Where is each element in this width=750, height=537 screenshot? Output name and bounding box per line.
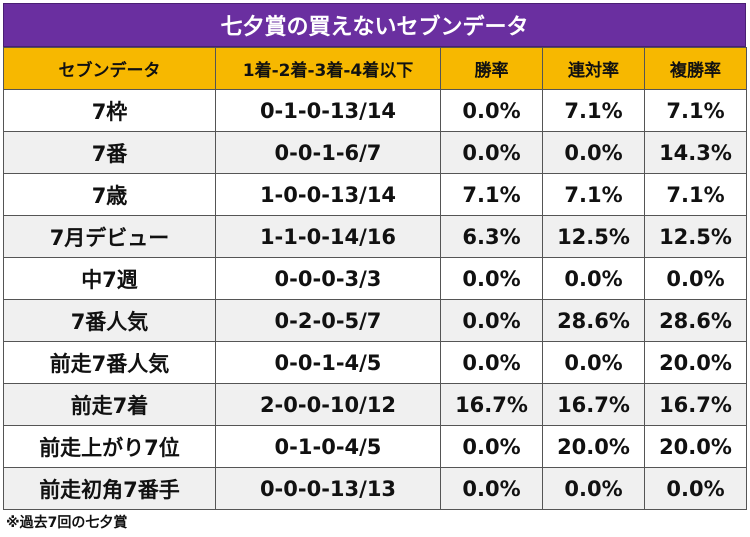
table-row: 前走初角7番手 0-0-0-13/13 0.0% 0.0% 0.0% <box>3 467 747 510</box>
cell-condition: 前走初角7番手 <box>3 467 216 510</box>
cell-top3-rate: 12.5% <box>644 215 747 258</box>
header-row: セブンデータ 1着-2着-3着-4着以下 勝率 連対率 複勝率 <box>3 47 747 90</box>
cell-win-rate: 7.1% <box>440 173 543 216</box>
cell-win-rate: 0.0% <box>440 89 543 132</box>
cell-win-rate: 6.3% <box>440 215 543 258</box>
table-row: 7月デビュー 1-1-0-14/16 6.3% 12.5% 12.5% <box>3 215 747 258</box>
cell-results: 0-0-0-13/13 <box>215 467 441 510</box>
cell-top2-rate: 0.0% <box>542 131 645 174</box>
cell-condition: 7歳 <box>3 173 216 216</box>
table-row: 7番人気 0-2-0-5/7 0.0% 28.6% 28.6% <box>3 299 747 342</box>
cell-top3-rate: 20.0% <box>644 425 747 468</box>
cell-condition: 前走7番人気 <box>3 341 216 384</box>
cell-results: 2-0-0-10/12 <box>215 383 441 426</box>
header-top3-rate: 複勝率 <box>644 47 747 90</box>
header-seven-data: セブンデータ <box>3 47 216 90</box>
cell-condition: 7番人気 <box>3 299 216 342</box>
cell-win-rate: 0.0% <box>440 257 543 300</box>
table-row: 前走7着 2-0-0-10/12 16.7% 16.7% 16.7% <box>3 383 747 426</box>
data-table-container: 七夕賞の買えないセブンデータ セブンデータ 1着-2着-3着-4着以下 勝率 連… <box>3 3 747 510</box>
cell-top2-rate: 16.7% <box>542 383 645 426</box>
table-title: 七夕賞の買えないセブンデータ <box>3 3 746 47</box>
seven-data-table: セブンデータ 1着-2着-3着-4着以下 勝率 連対率 複勝率 7枠 0-1-0… <box>3 47 747 510</box>
cell-top2-rate: 20.0% <box>542 425 645 468</box>
cell-condition: 前走上がり7位 <box>3 425 216 468</box>
cell-top3-rate: 7.1% <box>644 89 747 132</box>
cell-condition: 前走7着 <box>3 383 216 426</box>
cell-results: 0-0-1-4/5 <box>215 341 441 384</box>
cell-top2-rate: 7.1% <box>542 89 645 132</box>
cell-condition: 7月デビュー <box>3 215 216 258</box>
cell-top2-rate: 7.1% <box>542 173 645 216</box>
cell-win-rate: 16.7% <box>440 383 543 426</box>
table-row: 前走7番人気 0-0-1-4/5 0.0% 0.0% 20.0% <box>3 341 747 384</box>
cell-win-rate: 0.0% <box>440 299 543 342</box>
cell-top2-rate: 12.5% <box>542 215 645 258</box>
cell-condition: 中7週 <box>3 257 216 300</box>
cell-win-rate: 0.0% <box>440 425 543 468</box>
cell-win-rate: 0.0% <box>440 341 543 384</box>
header-results: 1着-2着-3着-4着以下 <box>215 47 441 90</box>
table-row: 中7週 0-0-0-3/3 0.0% 0.0% 0.0% <box>3 257 747 300</box>
table-row: 前走上がり7位 0-1-0-4/5 0.0% 20.0% 20.0% <box>3 425 747 468</box>
cell-results: 0-2-0-5/7 <box>215 299 441 342</box>
cell-top2-rate: 0.0% <box>542 257 645 300</box>
footnote: ※過去7回の七夕賞 <box>6 515 128 531</box>
cell-condition: 7番 <box>3 131 216 174</box>
cell-top3-rate: 16.7% <box>644 383 747 426</box>
cell-top3-rate: 20.0% <box>644 341 747 384</box>
cell-results: 1-0-0-13/14 <box>215 173 441 216</box>
cell-top2-rate: 0.0% <box>542 467 645 510</box>
table-row: 7枠 0-1-0-13/14 0.0% 7.1% 7.1% <box>3 89 747 132</box>
cell-results: 0-1-0-13/14 <box>215 89 441 132</box>
cell-results: 1-1-0-14/16 <box>215 215 441 258</box>
cell-top3-rate: 0.0% <box>644 467 747 510</box>
cell-win-rate: 0.0% <box>440 467 543 510</box>
cell-condition: 7枠 <box>3 89 216 132</box>
table-row: 7番 0-0-1-6/7 0.0% 0.0% 14.3% <box>3 131 747 174</box>
cell-win-rate: 0.0% <box>440 131 543 174</box>
cell-top3-rate: 14.3% <box>644 131 747 174</box>
cell-top3-rate: 0.0% <box>644 257 747 300</box>
cell-top2-rate: 28.6% <box>542 299 645 342</box>
cell-top3-rate: 28.6% <box>644 299 747 342</box>
cell-top3-rate: 7.1% <box>644 173 747 216</box>
cell-top2-rate: 0.0% <box>542 341 645 384</box>
table-row: 7歳 1-0-0-13/14 7.1% 7.1% 7.1% <box>3 173 747 216</box>
header-win-rate: 勝率 <box>440 47 543 90</box>
cell-results: 0-1-0-4/5 <box>215 425 441 468</box>
cell-results: 0-0-0-3/3 <box>215 257 441 300</box>
header-top2-rate: 連対率 <box>542 47 645 90</box>
cell-results: 0-0-1-6/7 <box>215 131 441 174</box>
